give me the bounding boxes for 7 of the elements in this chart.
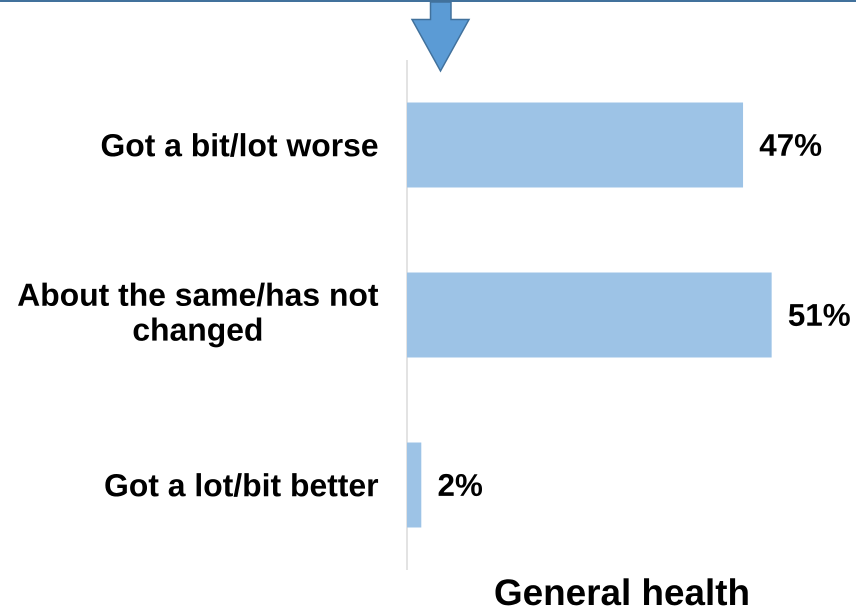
x-axis-title: General health: [495, 578, 748, 606]
y-tick-label: About the same/has not changed: [18, 282, 378, 348]
y-tick-label: Got a lot/bit better: [105, 473, 378, 497]
y-tick-label: Got a bit/lot worse: [102, 133, 378, 157]
data-label: 2%: [438, 474, 482, 496]
data-label: 51%: [788, 304, 850, 326]
data-label: 47%: [760, 134, 822, 156]
